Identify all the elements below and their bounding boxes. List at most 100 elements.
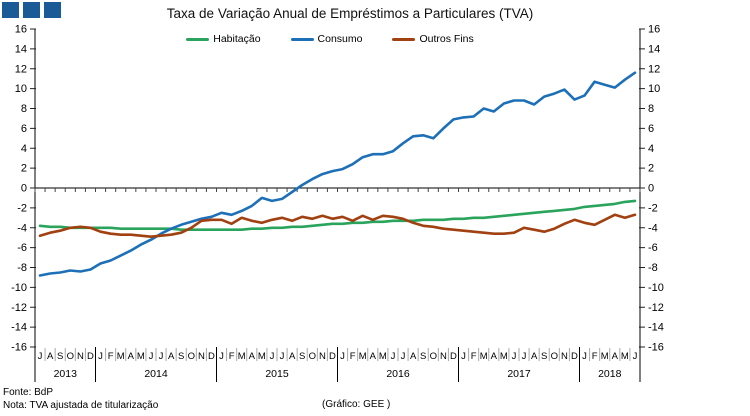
month-label: D — [87, 351, 94, 362]
y-tick-label-right: 0 — [648, 183, 654, 195]
y-tick-label-right: -8 — [648, 262, 658, 274]
y-tick-label-left: -4 — [17, 222, 27, 234]
month-label: J — [149, 351, 154, 362]
month-label: O — [67, 351, 74, 362]
month-label: J — [280, 351, 285, 362]
month-label: M — [480, 351, 488, 362]
y-tick-label-left: 8 — [21, 103, 27, 115]
month-label: J — [219, 351, 224, 362]
month-label: N — [319, 351, 326, 362]
y-tick-label-left: 0 — [21, 183, 27, 195]
method-note: Nota: TVA ajustada de titularização — [3, 400, 159, 411]
legend: Habitação Consumo Outros Fins — [0, 33, 660, 45]
y-tick-label-left: 6 — [21, 123, 27, 135]
month-label: J — [512, 351, 517, 362]
month-label: S — [541, 351, 547, 362]
month-label: F — [471, 351, 477, 362]
month-label: O — [188, 351, 195, 362]
y-tick-label-left: 4 — [21, 143, 27, 155]
month-label: J — [522, 351, 527, 362]
logo-square-icon — [2, 2, 19, 18]
y-tick-label-right: 6 — [648, 123, 654, 135]
month-label: A — [249, 351, 256, 362]
y-tick-label-left: 12 — [15, 63, 27, 75]
year-label: 2017 — [507, 368, 531, 380]
page-title: Taxa de Variação Anual de Empréstimos a … — [166, 6, 534, 21]
y-tick-label-left: 14 — [15, 43, 27, 55]
y-tick-label-right: 14 — [648, 43, 660, 55]
y-tick-label-left: 10 — [15, 83, 27, 95]
month-label: J — [401, 351, 406, 362]
y-tick-label-left: -8 — [17, 262, 27, 274]
month-label: J — [270, 351, 275, 362]
y-tick-label-left: 2 — [21, 163, 27, 175]
year-label: 2014 — [144, 368, 168, 380]
legend-label-habitacao: Habitação — [213, 33, 261, 45]
y-tick-label-left: -14 — [11, 322, 27, 334]
source-note: Fonte: BdP — [3, 387, 54, 398]
month-label: A — [168, 351, 175, 362]
y-tick-label-right: -10 — [648, 282, 664, 294]
month-label: F — [229, 351, 235, 362]
month-label: S — [299, 351, 305, 362]
month-label: J — [633, 351, 638, 362]
month-label: M — [601, 351, 609, 362]
legend-label-consumo: Consumo — [317, 33, 363, 45]
logo-square-icon — [44, 2, 61, 18]
month-label: M — [238, 351, 246, 362]
month-label: D — [208, 351, 215, 362]
month-label: S — [178, 351, 184, 362]
y-tick-label-right: -4 — [648, 222, 658, 234]
series-line-outros-fins — [38, 213, 637, 238]
legend-item-consumo: Consumo — [290, 33, 363, 45]
legend-swatch-outros-fins — [392, 37, 416, 41]
month-label: M — [379, 351, 387, 362]
month-label: A — [491, 351, 498, 362]
month-label: D — [450, 351, 457, 362]
year-label: 2013 — [54, 368, 78, 380]
month-label: N — [77, 351, 84, 362]
month-label: J — [98, 351, 103, 362]
year-label: 2015 — [265, 368, 289, 380]
year-label: 2016 — [386, 368, 410, 380]
month-label: M — [137, 351, 145, 362]
month-label: N — [440, 351, 447, 362]
legend-label-outros-fins: Outros Fins — [419, 33, 474, 45]
month-label: J — [159, 351, 164, 362]
legend-item-outros-fins: Outros Fins — [392, 33, 474, 45]
month-label: F — [592, 351, 598, 362]
month-label: J — [461, 351, 466, 362]
y-tick-label-right: 2 — [648, 163, 654, 175]
logo-square-icon — [23, 2, 40, 18]
y-tick-label-left: -2 — [17, 202, 27, 214]
y-tick-label-right: 4 — [648, 143, 654, 155]
y-tick-label-right: 16 — [648, 24, 660, 36]
month-label: D — [329, 351, 336, 362]
month-label: A — [128, 351, 135, 362]
y-tick-label-right: -12 — [648, 302, 664, 314]
legend-swatch-consumo — [290, 37, 314, 41]
y-tick-label-left: -16 — [11, 342, 27, 354]
y-tick-label-right: -6 — [648, 242, 658, 254]
month-label: J — [38, 351, 43, 362]
month-label: M — [258, 351, 266, 362]
month-label: F — [108, 351, 114, 362]
month-label: D — [571, 351, 578, 362]
y-tick-label-left: -6 — [17, 242, 27, 254]
y-tick-label-right: -14 — [648, 322, 664, 334]
y-tick-label-right: -2 — [648, 202, 658, 214]
credit-note: (Gráfico: GEE ) — [322, 399, 391, 410]
month-label: A — [289, 351, 296, 362]
month-label: S — [57, 351, 63, 362]
y-tick-label-right: 12 — [648, 63, 660, 75]
year-label: 2018 — [598, 368, 622, 380]
month-label: M — [359, 351, 367, 362]
month-label: J — [391, 351, 396, 362]
month-label: N — [198, 351, 205, 362]
month-label: A — [47, 351, 54, 362]
month-label: M — [500, 351, 508, 362]
month-label: J — [582, 351, 587, 362]
month-label: O — [551, 351, 558, 362]
